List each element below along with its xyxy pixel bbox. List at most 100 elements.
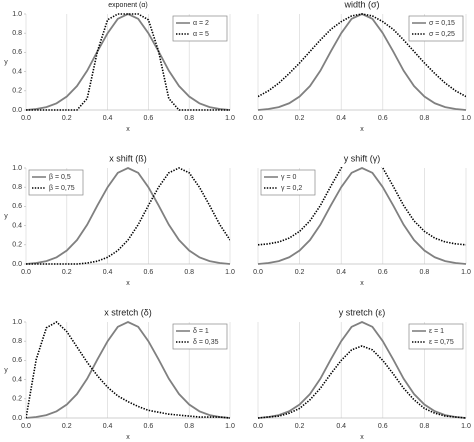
chart-panel: y shift (γ)0.0 0.2 0.4 0.6 0.8 1.0xγ = 0γ = 0… (253, 153, 471, 287)
x-tick-label: 0.0 (253, 423, 263, 430)
y-tick-label: 0.6 (12, 203, 22, 210)
y-tick-label: 0.0 (12, 107, 22, 114)
x-tick-label: 0.8 (184, 269, 194, 276)
x-axis-label: x (126, 280, 130, 287)
y-tick-label: 0.6 (12, 49, 22, 56)
y-tick-label: 0.4 (12, 68, 22, 75)
series-line (26, 321, 230, 419)
x-tick-label: 0.6 (378, 423, 388, 430)
x-tick-label: 0.4 (336, 269, 346, 276)
legend-box (408, 323, 464, 350)
series-line (258, 13, 466, 98)
legend: β = 0,5 β = 0,75 (28, 169, 84, 196)
y-tick-label: 0.4 (12, 222, 22, 229)
x-tick-label: 0.8 (184, 423, 194, 430)
x-tick-label: 0.4 (103, 115, 113, 122)
chart-title: y stretch (ε) (339, 307, 386, 317)
legend-box (260, 169, 316, 196)
y-tick-label: 0.6 (12, 357, 22, 364)
legend: δ = 1 δ = 0,35 (172, 323, 228, 350)
x-tick-label: 0.0 (21, 423, 31, 430)
y-tick-label: 1.0 (12, 11, 22, 18)
series-line (258, 345, 466, 419)
chart-panel: exponent (α) 0.0 0.2 0.4 0.6 0.8 1.0 0.0 0.2 0.4 0… (4, 2, 235, 133)
x-tick-label: 0.2 (295, 423, 305, 430)
series-line (26, 321, 230, 419)
legend: γ = 0 γ = 0,2 (260, 169, 316, 196)
x-tick-label: 0.8 (420, 115, 430, 122)
x-tick-label: 0.6 (378, 269, 388, 276)
x-tick-label: 0.8 (184, 115, 194, 122)
x-tick-label: 0.2 (295, 269, 305, 276)
x-tick-label: 1.0 (225, 269, 235, 276)
chart-panel: x stretch (δ) 0.0 0.2 0.4 0.6 0.8 1.0 0.0 0.2 0.4… (4, 307, 235, 440)
chart-title: y shift (γ) (344, 153, 381, 163)
chart-panel: x shift (ß) 0.0 0.2 0.4 0.6 0.8 1.0 0.0 0.2 0.4 0.… (4, 153, 235, 286)
legend-box (172, 15, 228, 42)
legend-label: δ = 1 (193, 328, 209, 335)
x-axis-label: x (360, 126, 364, 133)
x-tick-label: 0.4 (103, 269, 113, 276)
series-line (26, 13, 230, 111)
y-tick-label: 0.2 (12, 396, 22, 403)
y-tick-label: 0.0 (12, 415, 22, 422)
legend-label: β = 0,75 (49, 185, 75, 192)
y-tick-label: 0.8 (12, 184, 22, 191)
legend: σ = 0,15 σ = 0,25 (408, 15, 464, 42)
legend-label: ε = 1 (429, 328, 444, 335)
series-line (258, 321, 466, 419)
x-tick-label: 0.6 (144, 423, 154, 430)
legend-label: σ = 0,15 (429, 20, 455, 27)
y-tick-label: 1.0 (12, 165, 22, 172)
y-tick-label: 0.2 (12, 242, 22, 249)
x-tick-label: 1.0 (461, 423, 471, 430)
legend-label: β = 0,5 (49, 174, 71, 181)
y-axis-label: y (4, 59, 8, 66)
y-tick-label: 1.0 (12, 319, 22, 326)
y-tick-label: 0.8 (12, 30, 22, 37)
series-line (26, 167, 230, 265)
legend: α = 2 α = 5 (172, 15, 228, 42)
chart-panel: y stretch (ε) 0.0 0.2 0.4 0.6 0.8 1.0 x ε = 1 ε =… (253, 307, 471, 440)
x-tick-label: 0.0 (253, 115, 263, 122)
x-tick-label: 1.0 (225, 115, 235, 122)
x-tick-label: 1.0 (225, 423, 235, 430)
x-tick-label: 0.4 (103, 423, 113, 430)
y-axis-label: y (4, 213, 8, 220)
x-axis-label: x (360, 434, 364, 441)
y-tick-label: 0.2 (12, 88, 22, 95)
x-tick-label: 0.2 (62, 115, 72, 122)
legend-label: γ = 0 (281, 174, 296, 181)
x-tick-label: 0.0 (21, 115, 31, 122)
x-axis-label: x (360, 280, 364, 287)
chart-title: x shift (ß) (109, 153, 147, 163)
y-tick-label: 0.4 (12, 376, 22, 383)
x-tick-label: 0.8 (420, 423, 430, 430)
chart-title: x stretch (δ) (104, 307, 152, 317)
legend-label: α = 2 (193, 20, 209, 27)
x-tick-label: 0.6 (144, 115, 154, 122)
x-tick-label: 0.6 (144, 269, 154, 276)
legend-box (408, 15, 464, 42)
series-line (258, 167, 466, 265)
x-tick-label: 1.0 (461, 269, 471, 276)
chart-panel: width (σ)0.0 0.2 0.4 0.6 0.8 1.0xσ = 0,15σ = … (253, 0, 471, 133)
x-axis-label: x (126, 434, 130, 441)
x-tick-label: 0.6 (378, 115, 388, 122)
series-line (26, 13, 230, 111)
legend-box (28, 169, 84, 196)
series-line (258, 167, 466, 246)
chart-title: exponent (α) (108, 2, 147, 9)
x-tick-label: 0.4 (336, 423, 346, 430)
x-tick-label: 0.2 (62, 423, 72, 430)
y-tick-label: 0.8 (12, 338, 22, 345)
x-tick-label: 0.0 (253, 269, 263, 276)
legend-label: ε = 0,75 (429, 339, 454, 346)
x-tick-label: 0.2 (295, 115, 305, 122)
legend-label: δ = 0,35 (193, 339, 219, 346)
x-tick-label: 0.2 (62, 269, 72, 276)
legend-label: γ = 0,2 (281, 185, 302, 192)
legend-label: σ = 0,25 (429, 31, 455, 38)
series-line (26, 167, 230, 265)
